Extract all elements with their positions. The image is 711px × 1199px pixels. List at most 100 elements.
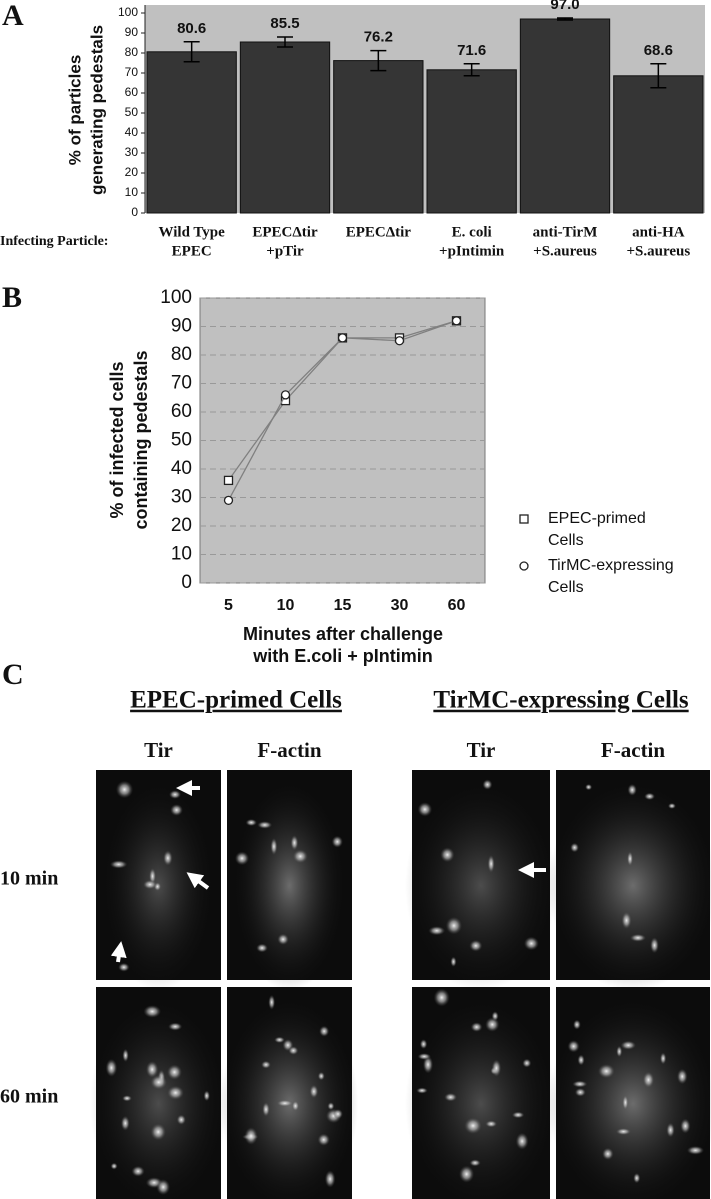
y-tick-label: 60 [125, 85, 139, 99]
marker [337, 333, 348, 343]
y-axis-label: generating pedestals [87, 25, 106, 195]
pedestal [629, 933, 647, 942]
x-tick-label: anti-TirM [533, 224, 598, 240]
micrographs [89, 770, 711, 1199]
pedestal [115, 780, 134, 799]
pedestal [417, 1053, 431, 1060]
column-label: Tir [144, 738, 173, 762]
pedestal [573, 1019, 581, 1030]
column-header: TirMC-expressing Cells [433, 687, 689, 714]
marker [451, 316, 462, 326]
pedestal [616, 1045, 623, 1058]
y-tick-label: 40 [171, 458, 192, 479]
pedestal [686, 1145, 705, 1155]
cell-haze [233, 780, 346, 991]
y-tick-label: 70 [125, 65, 139, 79]
y-tick-label: 80 [125, 45, 139, 59]
pedestal [585, 783, 593, 791]
marker [280, 390, 291, 400]
pedestal [317, 1071, 325, 1081]
pedestal [597, 1064, 615, 1079]
pedestal [168, 1022, 183, 1031]
legend-label: EPEC-primed Cells [548, 510, 646, 549]
value-label: 68.6 [644, 42, 673, 59]
pedestal [167, 1085, 184, 1100]
pedestal [110, 1162, 118, 1170]
column-label: F-actin [601, 738, 665, 762]
marker [223, 495, 234, 506]
pedestal [627, 783, 637, 796]
cell-haze [405, 997, 557, 1199]
pedestal [464, 1117, 482, 1134]
pedestal [261, 1060, 271, 1069]
cell-haze [89, 997, 228, 1199]
pedestal [176, 1114, 186, 1125]
x-tick-label: +pTir [266, 243, 304, 259]
pedestal [118, 962, 130, 972]
pedestal [324, 1170, 336, 1188]
y-axis-label: % of particles [65, 55, 84, 166]
pedestal [523, 936, 539, 951]
legend-marker [519, 561, 529, 571]
pedestal [309, 1084, 319, 1099]
x-tick-label: +S.aureus [626, 243, 690, 259]
pedestal [332, 1108, 343, 1119]
pedestal [622, 1094, 629, 1111]
x-tick-label: 10 [277, 597, 295, 614]
pedestal [650, 937, 659, 954]
pedestal [416, 1087, 428, 1094]
legend-label: TirMC-expressing Cells [548, 557, 674, 596]
pedestal [602, 1147, 614, 1160]
pedestal [270, 837, 278, 856]
y-tick-label: 100 [160, 287, 192, 308]
pedestal [256, 943, 268, 953]
x-tick-label: 30 [391, 597, 409, 614]
pedestal [245, 818, 257, 827]
pedestal [288, 1046, 299, 1055]
cell-haze [405, 780, 557, 991]
pedestal [166, 1064, 182, 1080]
pedestal [262, 1102, 270, 1117]
x-tick-label: 5 [224, 597, 233, 614]
pedestal [105, 1058, 118, 1077]
pedestal [522, 1058, 532, 1068]
pedestal [291, 1100, 300, 1112]
y-tick-label: 10 [171, 544, 192, 565]
y-tick-label: 40 [125, 125, 139, 139]
column-label: F-actin [257, 738, 321, 762]
bar [426, 69, 517, 214]
panel-label: C [2, 658, 24, 691]
cell-haze [548, 997, 711, 1199]
pedestal [572, 1080, 588, 1088]
pedestal [633, 1172, 641, 1184]
pedestal [292, 849, 308, 864]
legend-marker [519, 514, 529, 524]
x-tick-label: +S.aureus [533, 243, 597, 259]
x-axis-label: Minutes after challenge [243, 624, 443, 644]
bar [146, 51, 237, 214]
pedestal [131, 1165, 145, 1177]
pedestal [120, 1115, 130, 1131]
value-label: 85.5 [270, 15, 299, 32]
arrow [186, 872, 210, 890]
column-label: Tir [467, 738, 496, 762]
pedestal [422, 1055, 434, 1074]
pedestal [615, 1128, 632, 1136]
pedestal [169, 790, 182, 799]
pedestal [667, 802, 676, 809]
panel-label: A [2, 0, 24, 32]
y-tick-label: 30 [125, 145, 139, 159]
pedestal [331, 835, 343, 848]
pedestal [143, 1005, 162, 1018]
pedestal [109, 860, 128, 869]
pedestal [676, 1068, 688, 1085]
y-tick-label: 90 [125, 25, 139, 39]
pedestal [277, 933, 289, 945]
pedestal [515, 1132, 529, 1150]
pedestal [570, 842, 579, 853]
pedestal [419, 1039, 428, 1050]
pedestal [450, 956, 457, 967]
y-tick-label: 30 [171, 487, 192, 508]
y-tick-label: 20 [171, 515, 192, 536]
pedestal [469, 939, 483, 952]
